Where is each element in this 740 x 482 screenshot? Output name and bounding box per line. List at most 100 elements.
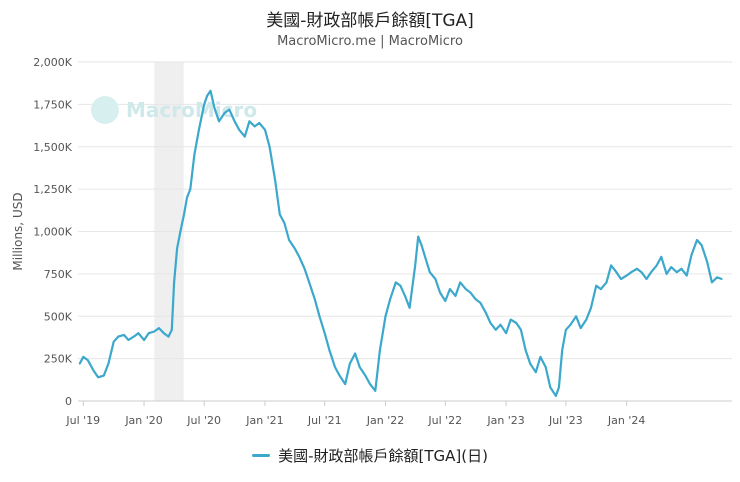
data-point <box>414 264 417 267</box>
data-point <box>706 261 709 263</box>
data-point <box>605 281 608 284</box>
data-point <box>585 318 588 321</box>
data-point <box>334 366 336 368</box>
data-point <box>378 349 381 352</box>
data-point <box>223 111 226 114</box>
data-point <box>520 328 522 331</box>
x-tick-label: Jul '23 <box>548 414 583 427</box>
data-point <box>670 266 673 268</box>
data-point <box>404 295 406 297</box>
x-tick-label: Jul '20 <box>186 414 221 427</box>
data-point <box>620 278 622 280</box>
x-tick-label: Jan '22 <box>366 414 404 427</box>
data-point <box>645 278 648 280</box>
data-point <box>610 264 613 267</box>
data-point <box>173 281 176 284</box>
data-point <box>328 349 331 352</box>
x-tick-label: Jan '24 <box>607 414 645 427</box>
data-point <box>454 295 457 297</box>
data-point <box>209 89 212 92</box>
data-point <box>615 271 618 274</box>
data-point <box>313 298 316 301</box>
y-tick-label: 500K <box>44 310 73 323</box>
data-point <box>524 349 527 352</box>
y-tick-label: 250K <box>44 353 73 366</box>
data-point <box>203 103 206 106</box>
data-point <box>176 247 178 250</box>
data-point <box>158 327 160 330</box>
chart-subtitle: MacroMicro.me | MacroMicro <box>277 34 463 49</box>
data-point <box>338 374 341 377</box>
data-point <box>213 106 216 109</box>
data-point <box>344 383 347 385</box>
data-point <box>233 120 236 123</box>
data-point <box>569 323 572 326</box>
data-point <box>132 335 135 338</box>
y-tick-label: 1,500K <box>33 141 72 154</box>
data-point <box>424 256 427 258</box>
data-point <box>474 298 477 301</box>
data-point <box>127 339 130 341</box>
data-point <box>696 239 698 241</box>
data-point <box>179 230 182 233</box>
data-point <box>186 196 188 199</box>
data-point <box>308 281 311 284</box>
data-point <box>479 301 482 304</box>
data-point <box>82 356 85 358</box>
data-point <box>630 271 633 274</box>
x-tick-label: Jan '21 <box>245 414 283 427</box>
data-point <box>293 247 296 250</box>
data-point <box>575 315 577 318</box>
data-point <box>420 244 423 246</box>
x-tick-label: Jan '20 <box>124 414 162 427</box>
data-point <box>558 386 560 389</box>
data-point <box>318 315 321 318</box>
chart-legend[interactable]: 美國-財政部帳戶餘額[TGA](日) <box>0 445 740 466</box>
data-point <box>489 322 492 324</box>
data-point <box>97 376 100 379</box>
data-point <box>389 298 392 301</box>
y-tick-label: 1,750K <box>33 98 72 111</box>
data-point <box>238 128 241 131</box>
data-point <box>408 306 411 309</box>
data-point <box>153 330 156 333</box>
data-point <box>534 371 537 374</box>
data-point <box>298 256 301 258</box>
data-point <box>147 332 150 335</box>
x-tick-label: Jul '22 <box>427 414 462 427</box>
data-point <box>469 291 472 294</box>
data-point <box>720 278 723 280</box>
data-point <box>539 356 542 358</box>
data-point <box>449 288 451 291</box>
data-point <box>434 278 437 280</box>
data-point <box>107 362 110 365</box>
data-point <box>123 333 125 336</box>
data-point <box>555 395 557 397</box>
data-point <box>193 154 196 157</box>
data-point <box>167 335 170 338</box>
data-point <box>399 284 402 287</box>
x-tick-label: Jul '19 <box>65 414 100 427</box>
data-point <box>87 359 89 362</box>
data-point <box>650 271 652 274</box>
data-point <box>439 291 441 294</box>
data-point <box>274 179 277 182</box>
y-tick-label: 1,000K <box>33 226 72 239</box>
legend-swatch <box>252 454 271 457</box>
data-point <box>303 267 306 270</box>
data-point <box>253 125 256 128</box>
data-point <box>640 271 643 274</box>
data-point <box>243 135 246 138</box>
data-point <box>354 352 357 355</box>
data-point <box>258 122 261 124</box>
watermark-logo-icon <box>91 96 119 124</box>
y-tick-label: 0 <box>65 395 72 408</box>
data-point <box>544 366 547 368</box>
data-point <box>499 323 502 326</box>
data-point <box>635 267 638 270</box>
chart-title: 美國-財政部帳戶餘額[TGA] <box>266 11 474 31</box>
data-point <box>394 281 397 284</box>
data-point <box>459 281 462 284</box>
data-point <box>716 276 719 279</box>
